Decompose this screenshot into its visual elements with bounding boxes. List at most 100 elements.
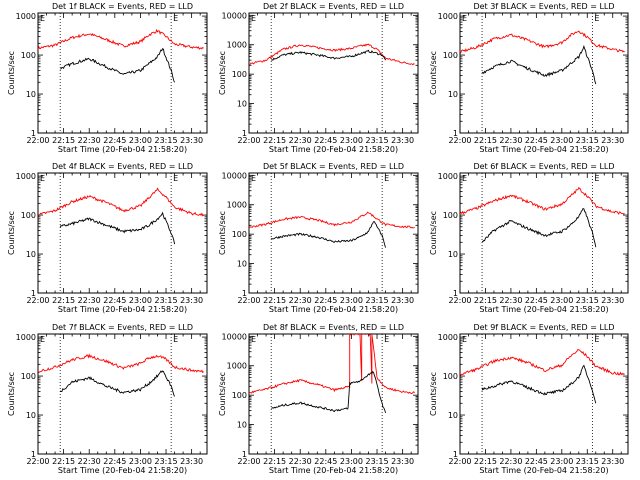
x-tick-label: 22:15 <box>52 136 75 145</box>
x-tick-label: 23:00 <box>550 296 573 305</box>
y-tick-label: 10 <box>237 260 247 269</box>
events-series-line <box>481 207 597 248</box>
plot-frame <box>37 333 208 455</box>
x-tick-label: 23:15 <box>576 296 599 305</box>
x-tick-label: 22:45 <box>525 296 548 305</box>
x-tick-label: 22:00 <box>448 457 471 466</box>
y-tick-label: 10 <box>448 250 458 259</box>
lld-series-line <box>460 30 625 54</box>
x-tick-label: 22:15 <box>263 136 286 145</box>
y-axis-label: Counts/sec <box>218 211 227 255</box>
x-tick-label: 22:15 <box>474 136 497 145</box>
lld-series-line <box>460 186 625 215</box>
plot-frame <box>248 172 419 294</box>
x-axis-label: Start Time (20-Feb-04 21:58:20) <box>58 466 187 475</box>
det-panel-5: Det 5f BLACK = Events, RED = LLD Counts/s… <box>218 162 419 314</box>
x-tick-label: 22:30 <box>78 457 101 466</box>
y-tick-label: 10 <box>448 90 458 99</box>
x-tick-label: 22:15 <box>474 457 497 466</box>
x-tick-label: 23:15 <box>365 296 388 305</box>
y-tick-label: 1000 <box>438 333 458 342</box>
x-axis-label: Start Time (20-Feb-04 21:58:20) <box>479 305 608 314</box>
x-tick-label: 23:30 <box>180 457 203 466</box>
panel-title: Det 9f BLACK = Events, RED = LLD <box>473 323 614 332</box>
det-panel-1: Det 1f BLACK = Events, RED = LLD Counts/s… <box>7 2 208 154</box>
y-tick-label: 1000 <box>16 172 36 181</box>
y-tick-label: 10 <box>237 421 247 430</box>
x-tick-label: 23:00 <box>550 457 573 466</box>
x-tick-label: 22:15 <box>474 296 497 305</box>
x-tick-label: 22:45 <box>103 457 126 466</box>
x-tick-label: 23:00 <box>340 136 363 145</box>
x-tick-label: 23:00 <box>129 296 152 305</box>
e-marker: E <box>462 14 467 23</box>
x-tick-label: 22:30 <box>289 457 312 466</box>
y-tick-label: 1 <box>453 129 458 138</box>
events-series-line <box>270 49 386 61</box>
y-tick-label: 1000 <box>227 201 247 210</box>
x-tick-label: 22:15 <box>263 457 286 466</box>
y-tick-label: 100 <box>21 211 36 220</box>
panel-title: Det 4f BLACK = Events, RED = LLD <box>52 162 193 171</box>
lld-series-line <box>460 348 625 376</box>
events-series-line <box>271 370 387 414</box>
panel-title: Det 2f BLACK = Events, RED = LLD <box>263 2 404 11</box>
x-tick-label: 22:30 <box>499 296 522 305</box>
x-axis-label: Start Time (20-Feb-04 21:58:20) <box>269 145 398 154</box>
det-panel-9: Det 9f BLACK = Events, RED = LLD Counts/s… <box>429 323 629 475</box>
y-tick-label: 10000 <box>222 171 247 180</box>
y-tick-label: 1000 <box>227 362 247 371</box>
x-tick-label: 23:30 <box>601 457 624 466</box>
x-tick-label: 22:45 <box>103 296 126 305</box>
y-tick-label: 1000 <box>16 333 36 342</box>
x-tick-label: 22:30 <box>289 296 312 305</box>
x-tick-label: 22:45 <box>525 136 548 145</box>
y-tick-label: 1000 <box>438 12 458 21</box>
y-tick-label: 1000 <box>227 41 247 50</box>
det-panel-4: Det 4f BLACK = Events, RED = LLD Counts/s… <box>7 162 208 314</box>
x-tick-label: 22:00 <box>448 136 471 145</box>
y-tick-label: 10000 <box>222 332 247 341</box>
det-panel-3: Det 3f BLACK = Events, RED = LLD Counts/s… <box>429 2 629 154</box>
x-tick-label: 23:15 <box>154 457 177 466</box>
events-series-line <box>271 221 387 248</box>
x-tick-label: 23:30 <box>391 457 414 466</box>
x-tick-label: 23:30 <box>391 296 414 305</box>
plot-frame <box>37 12 208 134</box>
x-axis-label: Start Time (20-Feb-04 21:58:20) <box>479 145 608 154</box>
y-axis-label: Counts/sec <box>218 372 227 416</box>
x-tick-label: 23:00 <box>550 136 573 145</box>
panel-title: Det 8f BLACK = Events, RED = LLD <box>263 323 404 332</box>
x-tick-label: 22:30 <box>78 296 101 305</box>
plot-frame <box>459 12 629 134</box>
x-tick-label: 22:15 <box>263 296 286 305</box>
y-tick-label: 1 <box>242 129 247 138</box>
y-tick-label: 100 <box>21 51 36 60</box>
det-panel-2: Det 2f BLACK = Events, RED = LLD Counts/s… <box>218 2 419 154</box>
e-marker: E <box>173 174 178 183</box>
e-marker: E <box>594 174 599 183</box>
events-series-line <box>59 370 176 397</box>
x-tick-label: 22:15 <box>52 296 75 305</box>
lld-series-line <box>249 334 415 395</box>
y-axis-label: Counts/sec <box>7 51 16 95</box>
lld-series-line <box>38 28 204 50</box>
x-tick-label: 23:15 <box>365 457 388 466</box>
x-tick-label: 22:30 <box>78 136 101 145</box>
det-panel-6: Det 6f BLACK = Events, RED = LLD Counts/s… <box>429 162 629 314</box>
e-marker: E <box>462 174 467 183</box>
x-tick-label: 23:15 <box>154 136 177 145</box>
y-tick-label: 1000 <box>16 12 36 21</box>
x-tick-label: 22:45 <box>103 136 126 145</box>
x-tick-label: 23:00 <box>129 136 152 145</box>
y-tick-label: 1 <box>31 129 36 138</box>
panel-title: Det 5f BLACK = Events, RED = LLD <box>263 162 404 171</box>
y-tick-label: 100 <box>21 372 36 381</box>
y-tick-label: 1 <box>242 289 247 298</box>
panel-title: Det 7f BLACK = Events, RED = LLD <box>52 323 193 332</box>
y-tick-label: 10 <box>237 100 247 109</box>
x-tick-label: 22:00 <box>26 457 49 466</box>
x-tick-label: 22:30 <box>499 457 522 466</box>
y-tick-label: 10 <box>26 411 36 420</box>
